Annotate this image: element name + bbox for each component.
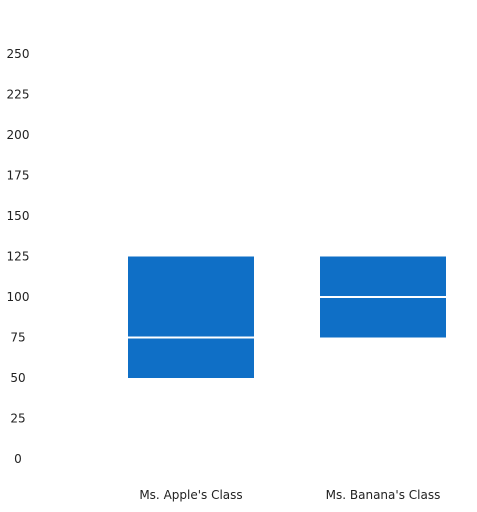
y-tick-label: 125: [7, 250, 30, 264]
x-category-label: Ms. Banana's Class: [326, 488, 441, 502]
y-axis: 0 25 50 75 100 125 150 175 200 225 250: [7, 47, 30, 466]
box: [128, 256, 254, 378]
y-tick-label: 225: [7, 88, 30, 102]
y-tick-label: 250: [7, 47, 30, 61]
y-tick-label: 175: [7, 169, 30, 183]
box-group: [320, 256, 446, 338]
y-tick-label: 150: [7, 209, 30, 223]
y-tick-label: 0: [14, 452, 22, 466]
y-tick-label: 50: [10, 371, 25, 385]
y-tick-label: 25: [10, 412, 25, 426]
plot-area: [128, 256, 446, 378]
y-tick-label: 100: [7, 290, 30, 304]
y-tick-label: 200: [7, 128, 30, 142]
x-axis: Ms. Apple's Class Ms. Banana's Class: [139, 488, 440, 502]
y-tick-label: 75: [10, 331, 25, 345]
x-category-label: Ms. Apple's Class: [139, 488, 242, 502]
box-group: [128, 256, 254, 378]
